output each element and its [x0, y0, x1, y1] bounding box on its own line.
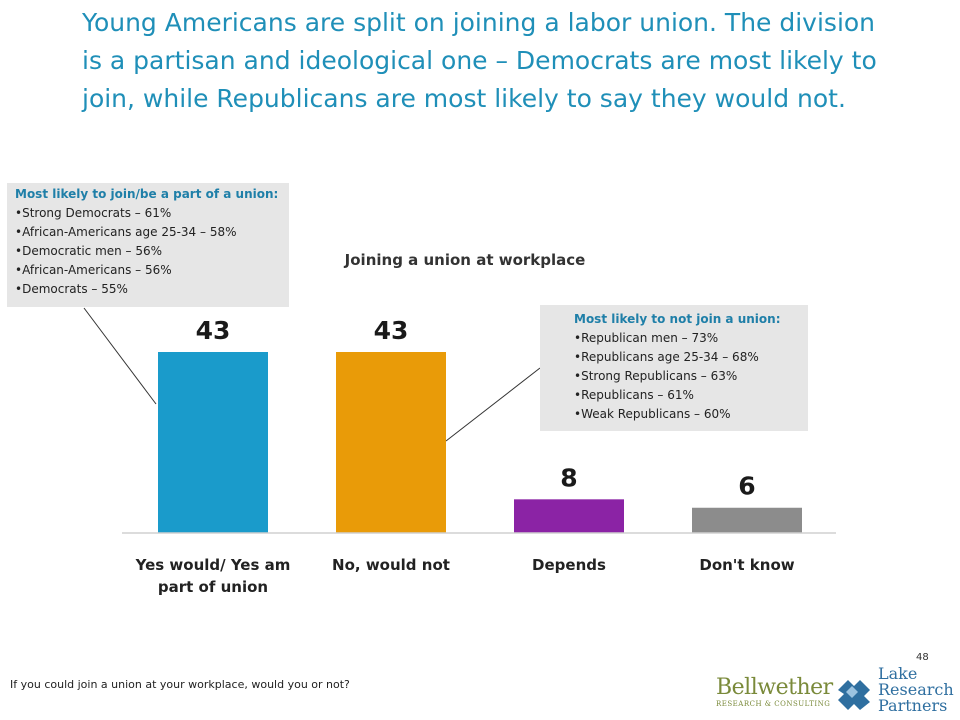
category-label-line: Yes would/ Yes am [135, 556, 291, 574]
category-label-0: Yes would/ Yes am part of union [135, 556, 291, 596]
callout-not-join-item: •Strong Republicans – 63% [574, 369, 738, 383]
category-label-line: No, would not [332, 556, 450, 574]
bar-2 [514, 499, 624, 533]
callout-join-item: •Democrats – 55% [15, 282, 128, 296]
callout-not-join-item: •Republicans age 25-34 – 68% [574, 350, 759, 364]
category-label-line: Don't know [699, 556, 794, 574]
bar-1 [336, 352, 446, 533]
survey-question-footnote: If you could join a union at your workpl… [10, 678, 350, 691]
callout-join-item: •Democratic men – 56% [15, 244, 163, 258]
category-label-1: No, would not [332, 556, 450, 574]
callout-most-likely-join: Most likely to join/be a part of a union… [7, 183, 289, 307]
category-label-3: Don't know [699, 556, 794, 574]
lake-logo-line: Research [878, 680, 954, 699]
chart-title: Joining a union at workplace [344, 251, 586, 269]
lake-logo-words: Lake Research Partners [878, 666, 954, 714]
category-label-2: Depends [532, 556, 606, 574]
value-label-2: 8 [560, 463, 577, 492]
callout-not-join-item: •Republicans – 61% [574, 388, 694, 402]
bar-0 [158, 352, 268, 533]
category-label-line: Depends [532, 556, 606, 574]
lake-logo-line: Partners [878, 696, 948, 715]
bar-3 [692, 507, 802, 533]
callout-join-item: •African-Americans – 56% [15, 263, 172, 277]
lake-logo-line: Lake [878, 664, 918, 683]
bellwether-logo-text: Bellwether [716, 675, 833, 700]
callout-join-title: Most likely to join/be a part of a union… [15, 187, 279, 201]
callout-not-join-item: •Weak Republicans – 60% [574, 407, 731, 421]
puzzle-piece-icon [838, 680, 870, 710]
callout-join-item: •Strong Democrats – 61% [15, 206, 172, 220]
callout-join-item: •African-Americans age 25-34 – 58% [15, 225, 237, 239]
callout-leader-line-join [83, 307, 157, 405]
value-label-0: 43 [196, 316, 231, 345]
value-label-1: 43 [374, 316, 409, 345]
callout-most-likely-not-join: Most likely to not join a union: •Republ… [540, 305, 808, 431]
callout-not-join-title: Most likely to not join a union: [574, 312, 781, 326]
callout-not-join-list: •Republican men – 73% •Republicans age 2… [574, 329, 800, 424]
callout-leader-line-not-join [445, 367, 541, 442]
bellwether-logo-subtext: RESEARCH & CONSULTING [716, 700, 831, 708]
value-label-3: 6 [738, 472, 755, 501]
page-number: 48 [916, 652, 929, 663]
bellwether-logo: Bellwether RESEARCH & CONSULTING [716, 676, 834, 716]
callout-not-join-item: •Republican men – 73% [574, 331, 719, 345]
callout-join-list: •Strong Democrats – 61% •African-America… [15, 204, 281, 299]
headline: Young Americans are split on joining a l… [82, 8, 877, 113]
category-label-line: part of union [158, 578, 268, 596]
lake-research-partners-logo: Lake Research Partners [834, 666, 954, 720]
